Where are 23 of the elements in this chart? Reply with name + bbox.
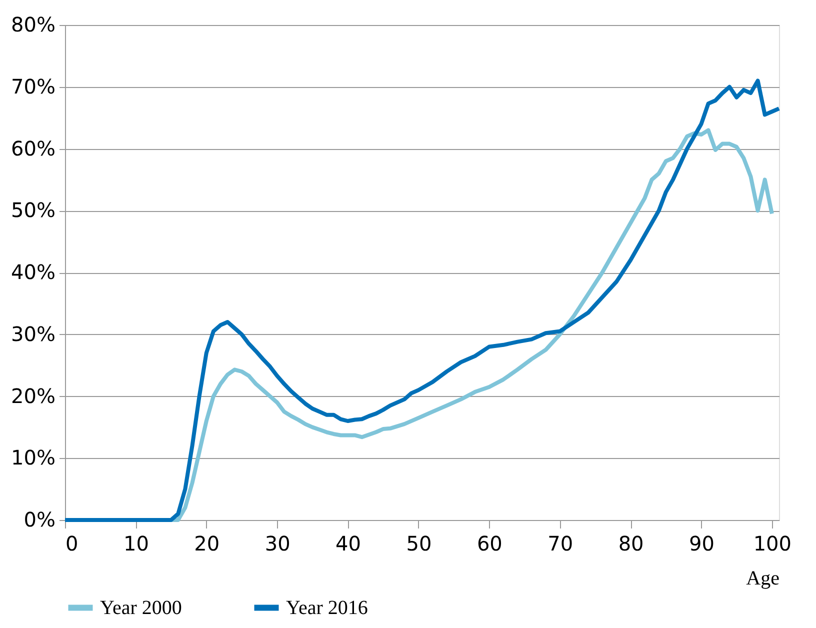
x-tick-label: 50: [406, 532, 432, 556]
legend-label: Year 2016: [286, 596, 368, 619]
x-tick-label: 40: [336, 532, 361, 556]
x-tick-label: 20: [194, 532, 220, 556]
y-tick-label: 80%: [11, 12, 56, 36]
y-tick-label: 0%: [24, 508, 56, 532]
x-tick-label: 70: [548, 532, 574, 556]
x-tick-label: 60: [476, 532, 502, 556]
x-tick-label: 100: [753, 532, 792, 556]
y-tick-label: 40%: [11, 260, 56, 284]
x-tick-label: 30: [264, 532, 290, 556]
legend-label: Year 2000: [100, 596, 182, 619]
y-tick-label: 30%: [11, 322, 56, 346]
x-tick-label: 10: [123, 532, 149, 556]
y-tick-label: 50%: [11, 198, 56, 222]
y-tick-label: 20%: [11, 384, 56, 408]
x-tick-label: 80: [618, 532, 644, 556]
y-tick-label: 60%: [11, 136, 56, 160]
y-tick-label: 10%: [11, 446, 56, 470]
y-tick-label: 70%: [11, 74, 56, 98]
x-axis-title: Age: [746, 568, 780, 590]
x-tick-label: 90: [689, 532, 714, 556]
x-tick-label: 0: [66, 532, 78, 556]
